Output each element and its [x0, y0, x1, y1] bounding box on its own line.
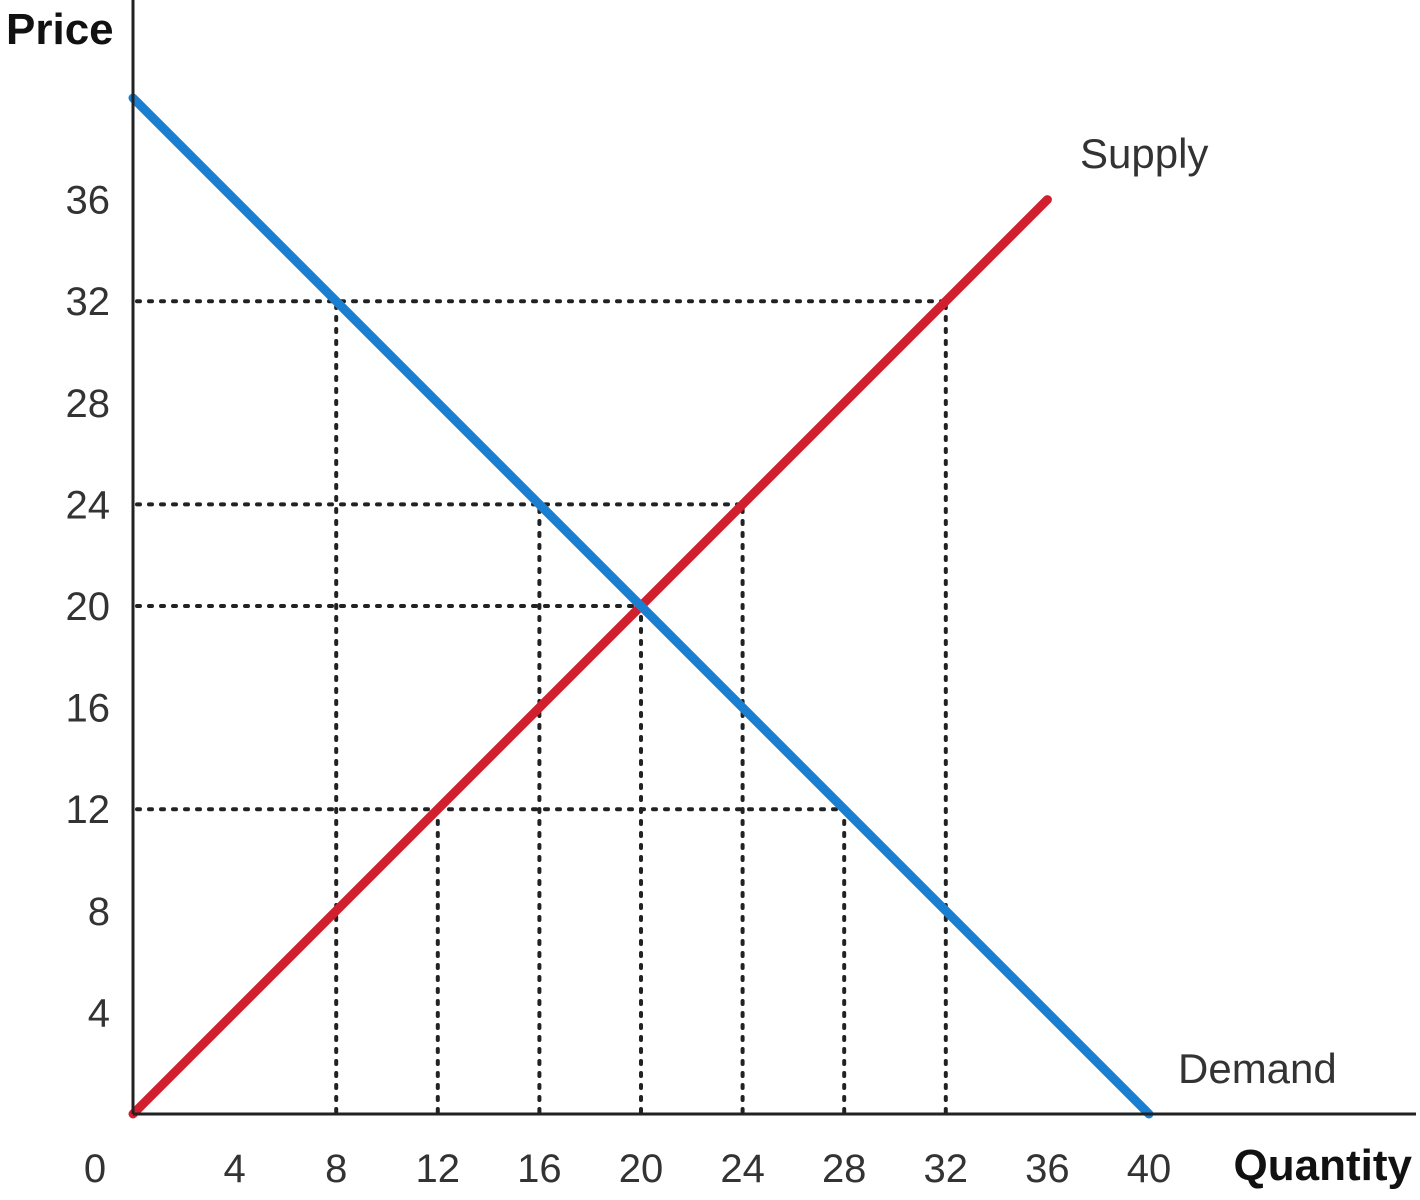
- tick-labels: 0 4 8 12 16 20 24 28 32 36 40 4 8 12 16 20 24 28 32 36: [66, 179, 1172, 1191]
- y-tick-label: 12: [66, 788, 111, 832]
- y-tick-label: 20: [66, 585, 111, 629]
- x-tick-label: 40: [1127, 1147, 1172, 1191]
- x-tick-label: 4: [223, 1147, 245, 1191]
- x-tick-label: 8: [325, 1147, 347, 1191]
- y-axis-title: Price: [6, 5, 114, 54]
- supply-curve-label: Supply: [1080, 130, 1208, 177]
- y-tick-label: 36: [66, 179, 111, 223]
- x-axis-title: Quantity: [1234, 1141, 1413, 1190]
- labels: Price Quantity Supply Demand: [6, 5, 1413, 1190]
- y-tick-label: 16: [66, 687, 111, 731]
- y-tick-label: 28: [66, 382, 111, 426]
- y-tick-label: 8: [88, 890, 110, 934]
- axes: [131, 0, 1416, 1116]
- x-tick-label: 0: [84, 1147, 106, 1191]
- y-tick-label: 32: [66, 280, 111, 324]
- y-tick-label: 4: [88, 991, 110, 1035]
- demand-curve: [128, 93, 1154, 1119]
- guide-lines: [135, 299, 948, 1114]
- x-tick-label: 28: [822, 1147, 867, 1191]
- x-tick-label: 12: [416, 1147, 461, 1191]
- y-tick-label: 24: [66, 483, 111, 527]
- x-tick-label: 24: [720, 1147, 765, 1191]
- x-tick-label: 16: [517, 1147, 562, 1191]
- x-tick-label: 20: [619, 1147, 664, 1191]
- demand-curve-label: Demand: [1178, 1045, 1337, 1092]
- x-tick-label: 36: [1025, 1147, 1070, 1191]
- x-tick-label: 32: [924, 1147, 969, 1191]
- supply-curve: [128, 195, 1052, 1119]
- curves: [128, 93, 1154, 1119]
